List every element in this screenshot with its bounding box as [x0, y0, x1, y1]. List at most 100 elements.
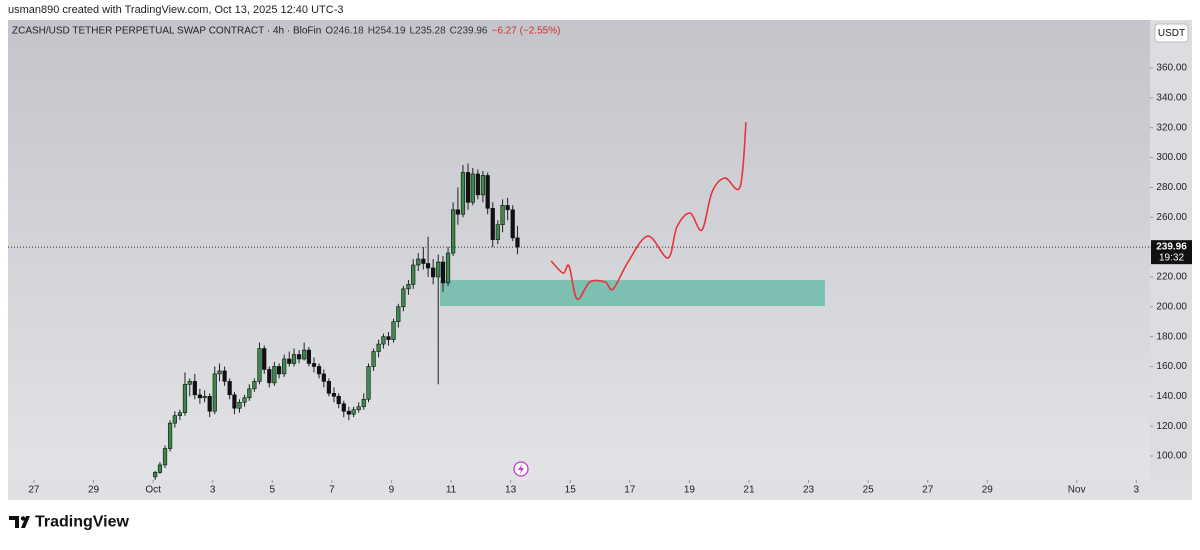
x-tick-label: 9: [389, 485, 395, 496]
price-tag: [1151, 240, 1192, 265]
candle-body: [257, 348, 262, 382]
x-tick-label: 3: [210, 485, 216, 496]
plot-area: [8, 20, 1150, 480]
x-tick-label: 15: [565, 485, 577, 496]
candle-body: [311, 363, 317, 367]
candle-body: [247, 388, 252, 399]
candle-body: [480, 175, 486, 196]
candle-body: [451, 209, 456, 254]
candle-body: [460, 172, 466, 215]
candle-body: [366, 366, 371, 400]
logo-slash: [21, 516, 30, 528]
candle-body: [167, 422, 173, 449]
y-tick-label: 260.00: [1156, 212, 1187, 223]
candle-body: [396, 306, 401, 322]
x-tick-label: 7: [329, 485, 335, 496]
plot: [8, 121, 1150, 480]
candle-body: [316, 366, 322, 375]
x-tick-label: 17: [624, 485, 636, 496]
candle-body: [291, 354, 297, 364]
y-tick-label: 320.00: [1156, 122, 1187, 133]
candle-body: [182, 384, 188, 414]
candle-body: [262, 348, 267, 370]
candle-body: [232, 394, 237, 409]
candle-body: [227, 381, 232, 396]
candle-body: [162, 448, 168, 466]
candle-body: [425, 263, 431, 269]
candle-body: [376, 343, 381, 352]
candle-body: [287, 358, 292, 364]
footer-brand: TradingView: [35, 514, 130, 531]
candle-body: [341, 403, 346, 412]
y-tick-label: 100.00: [1156, 451, 1187, 462]
candle-body: [371, 351, 376, 367]
logo-dot: [20, 516, 26, 521]
candle-body: [157, 464, 163, 473]
y-tick-label: 160.00: [1156, 361, 1187, 372]
time-axis: [8, 480, 1192, 500]
projection-line: [550, 121, 747, 300]
candle-body: [177, 412, 183, 416]
candle-body: [306, 349, 312, 364]
x-tick-label: 19: [684, 485, 696, 496]
y-tick-label: 340.00: [1156, 93, 1187, 104]
header-item: ZCASH/USD TETHER PERPETUAL SWAP CONTRACT…: [12, 26, 321, 37]
candle-body: [212, 373, 217, 412]
x-tick-label: 5: [269, 485, 275, 496]
candle-body: [401, 288, 406, 308]
candle-body: [475, 173, 480, 196]
y-tick-label: 200.00: [1156, 301, 1187, 312]
candle-body: [252, 381, 257, 390]
currency-label[interactable]: USDT: [1158, 28, 1185, 39]
candle-body: [242, 397, 247, 403]
candle-body: [282, 358, 287, 375]
x-tick-label: 27: [28, 485, 40, 496]
candle-body: [361, 398, 366, 408]
candle-body: [197, 394, 202, 399]
candle-body: [465, 172, 471, 203]
y-tick-label: 140.00: [1156, 391, 1187, 402]
candle-body: [356, 406, 361, 411]
candle-body: [296, 354, 302, 360]
candle-body: [217, 370, 222, 375]
x-tick-label: Nov: [1068, 485, 1086, 496]
countdown-label: 19:32: [1159, 252, 1184, 263]
candle-body: [326, 381, 331, 394]
y-tick-label: 300.00: [1156, 152, 1187, 163]
candle-body: [321, 373, 326, 382]
y-tick-label: 180.00: [1156, 331, 1187, 342]
currency-button[interactable]: [1154, 23, 1189, 43]
event-bolt: [518, 464, 524, 474]
candle-body: [187, 381, 192, 385]
candle-body: [391, 321, 396, 340]
candle-body: [386, 336, 391, 340]
candle-body: [302, 349, 307, 360]
x-tick-label: 3: [1134, 485, 1140, 496]
candle-body: [485, 175, 490, 209]
candle-body: [267, 369, 272, 384]
x-tick-label: 29: [88, 485, 100, 496]
candle-body: [436, 261, 441, 278]
candle-body: [490, 207, 495, 240]
candle-body: [500, 205, 505, 226]
x-tick-label: 27: [922, 485, 934, 496]
candle-body: [411, 264, 416, 285]
candle-body: [495, 224, 500, 240]
candle-body: [202, 395, 207, 399]
candle-body: [431, 267, 436, 278]
logo: [9, 516, 30, 528]
candle-body: [192, 381, 197, 396]
candle-body: [470, 173, 475, 203]
candle-body: [237, 401, 242, 409]
x-tick-label: 25: [863, 485, 875, 496]
x-tick-label: 13: [505, 485, 517, 496]
x-tick-label: 11: [446, 485, 457, 496]
x-tick-label: Oct: [145, 485, 161, 496]
logo-mark: [9, 516, 19, 528]
y-tick-label: 360.00: [1156, 63, 1187, 74]
candle-body: [153, 472, 158, 478]
candle-body: [277, 366, 282, 375]
candle-body: [331, 393, 337, 397]
